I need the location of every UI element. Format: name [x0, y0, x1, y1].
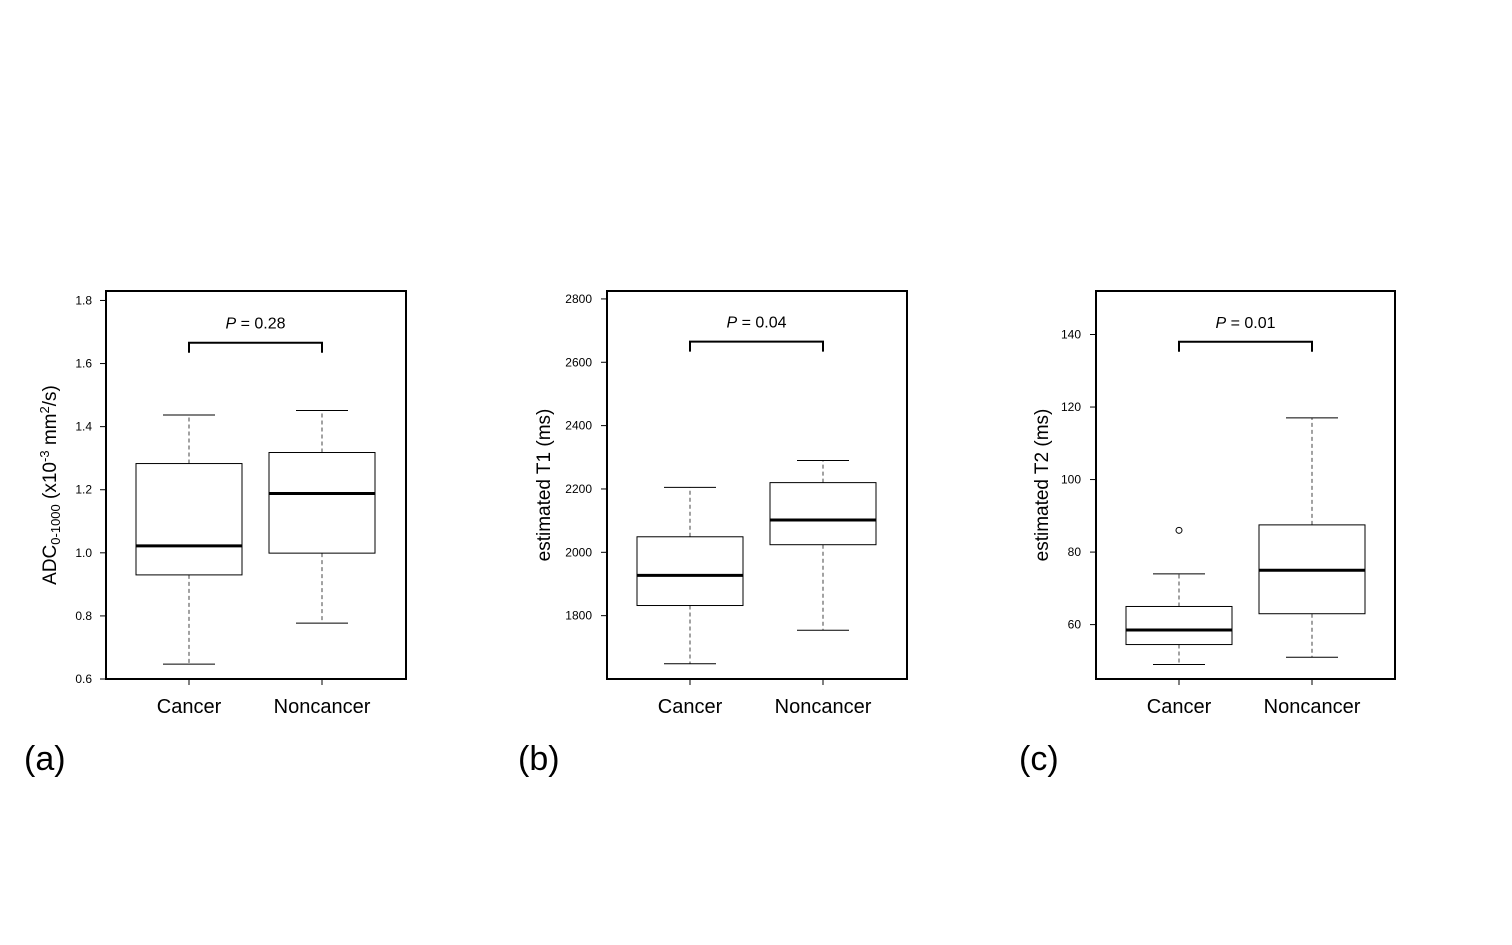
y-tick-label: 2600 — [565, 355, 592, 369]
p-value-label: P = 0.28 — [225, 316, 285, 333]
y-tick-label: 0.8 — [75, 609, 92, 623]
plot-frame — [606, 290, 908, 680]
y-tick-label: 1.0 — [75, 546, 92, 560]
plot-frame — [1095, 290, 1396, 680]
y-axis-label: ADC0-1000 (x10-3 mm2/s) — [37, 385, 63, 585]
y-tick-label: 60 — [1068, 618, 1082, 632]
y-tick-label: 2400 — [565, 419, 592, 433]
p-value-label: P = 0.01 — [1215, 315, 1275, 332]
y-tick-label: 2800 — [565, 292, 592, 306]
plot-frame — [105, 290, 407, 680]
iqr-box — [135, 463, 243, 576]
x-category-label: Cancer — [658, 696, 723, 718]
iqr-box — [769, 482, 877, 546]
p-symbol: P — [225, 316, 236, 333]
panel-label: (a) — [24, 740, 66, 778]
significance-bracket — [188, 341, 323, 353]
p-symbol: P — [726, 315, 737, 332]
y-tick-label: 1.2 — [75, 483, 92, 497]
significance-bracket — [689, 340, 824, 352]
y-tick-label: 2200 — [565, 482, 592, 496]
box-noncancer — [1258, 417, 1366, 658]
chart-panel-b: 1800 2000 2200 2400 2600 2800 Cancer Noncancer P… — [518, 290, 908, 778]
box-cancer — [1125, 526, 1233, 665]
x-category-label: Noncancer — [1264, 696, 1361, 718]
chart-panel-c: 60 80 100 120 140 Cancer Noncancer P = 0.01 esti… — [1019, 290, 1396, 778]
iqr-box — [1125, 605, 1233, 646]
box-cancer — [636, 486, 744, 665]
y-tick-label: 1.6 — [75, 357, 92, 371]
y-axis-label: estimated T2 (ms) — [1032, 409, 1053, 562]
box-cancer — [135, 414, 243, 665]
y-tick-label: 1.8 — [75, 293, 92, 307]
panel-label: (c) — [1019, 740, 1059, 778]
box-noncancer — [769, 459, 877, 631]
y-tick-label: 1.4 — [75, 420, 92, 434]
x-category-label: Noncancer — [274, 696, 371, 718]
y-tick-label: 2000 — [565, 545, 592, 559]
y-tick-label: 140 — [1061, 328, 1081, 342]
p-value: = 0.28 — [236, 316, 285, 333]
y-tick-label: 120 — [1061, 400, 1081, 414]
panel-label: (b) — [518, 740, 560, 778]
outlier-point — [1175, 526, 1183, 534]
y-tick-label: 100 — [1061, 473, 1081, 487]
y-tick-label: 1800 — [565, 609, 592, 623]
significance-bracket — [1178, 340, 1313, 352]
iqr-box — [636, 536, 744, 607]
p-symbol: P — [1215, 315, 1226, 332]
p-value: = 0.01 — [1226, 315, 1275, 332]
y-tick-label: 80 — [1068, 545, 1082, 559]
chart-panel-a: 0.6 0.8 1.0 1.2 1.4 1.6 1.8 Cancer Noncancer P = … — [24, 290, 407, 778]
p-value-label: P = 0.04 — [726, 315, 786, 332]
p-value: = 0.04 — [737, 315, 786, 332]
x-category-label: Noncancer — [775, 696, 872, 718]
iqr-box — [268, 452, 376, 554]
y-axis-label: estimated T1 (ms) — [534, 409, 555, 562]
x-category-label: Cancer — [1147, 696, 1212, 718]
box-noncancer — [268, 410, 376, 624]
x-category-label: Cancer — [157, 696, 222, 718]
y-tick-label: 0.6 — [75, 672, 92, 686]
